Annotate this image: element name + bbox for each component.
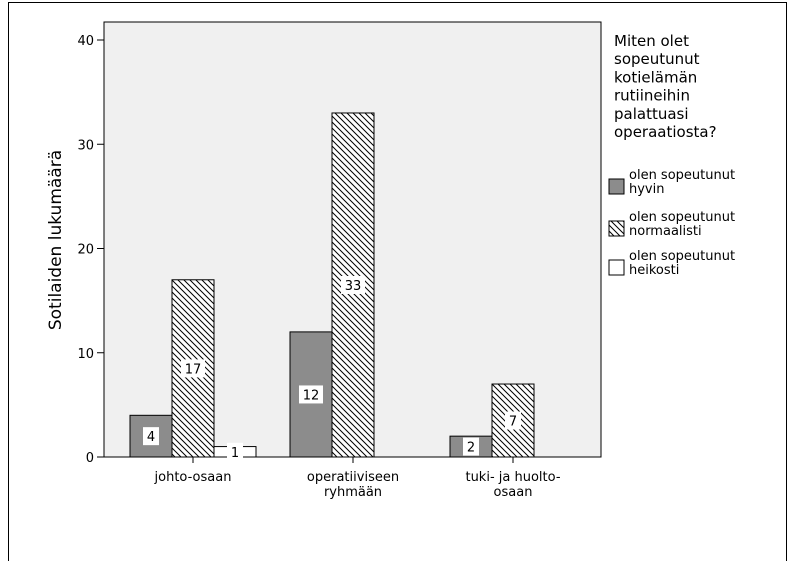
bar-value-label: 1 (231, 446, 239, 461)
legend-title-line: operaatiosta? (614, 123, 717, 141)
legend-title-line: rutiineihin (614, 87, 690, 105)
bar-labels: 4 17 1 12 33 2 7 (143, 275, 521, 461)
legend-entry-label: olen sopeutunut (629, 210, 735, 225)
legend-entry-label: normaalisti (629, 224, 702, 239)
legend-title-line: Miten olet (614, 32, 689, 50)
y-tick-label: 20 (77, 243, 94, 258)
legend-swatch (608, 220, 625, 237)
bar-value-label: 2 (467, 441, 475, 456)
legend-entry-label: olen sopeutunut (629, 249, 735, 264)
bar-label-bg (143, 427, 159, 446)
bar-label-bg (299, 385, 323, 404)
x-tick-label: ryhmään (324, 485, 382, 500)
bar-value-label: 7 (509, 415, 517, 430)
legend-entry-label: heikosti (629, 263, 679, 278)
legend-title-line: palattuasi (614, 105, 689, 123)
bar-value-label: 4 (147, 430, 155, 445)
legend-entry-label: olen sopeutunut (629, 168, 735, 183)
y-tick-label: 10 (77, 347, 94, 362)
x-tick-label: tuki- ja huolto- (465, 470, 560, 485)
bar-value-label: 17 (185, 362, 202, 377)
chart-frame (8, 2, 787, 561)
bar-label-bg (505, 411, 521, 430)
legend: Miten oletsopeutunutkotielämänrutiineihi… (608, 32, 735, 278)
x-tick-label: johto-osaan (154, 470, 232, 485)
x-tick-label: osaan (494, 485, 533, 500)
y-tick-label: 40 (77, 34, 94, 49)
y-axis-label: Sotilaiden lukumäärä (46, 150, 66, 330)
bar-label-bg (227, 442, 243, 461)
bar-value-label: 33 (345, 279, 362, 294)
legend-swatch (608, 178, 625, 195)
bar-label-bg (463, 437, 479, 456)
bar-label-bg (341, 275, 365, 294)
y-axis: 0 10 20 30 40 (77, 34, 104, 466)
bar-value-label: 12 (303, 388, 320, 403)
legend-swatch (608, 259, 625, 276)
y-tick-label: 0 (86, 451, 94, 466)
legend-title-line: sopeutunut (614, 50, 700, 68)
bar-label-bg (181, 359, 205, 378)
y-tick-label: 30 (77, 138, 94, 153)
x-tick-label: operatiiviseen (307, 470, 399, 485)
legend-entry-label: hyvin (629, 182, 664, 197)
legend-title-line: kotielämän (614, 68, 697, 86)
